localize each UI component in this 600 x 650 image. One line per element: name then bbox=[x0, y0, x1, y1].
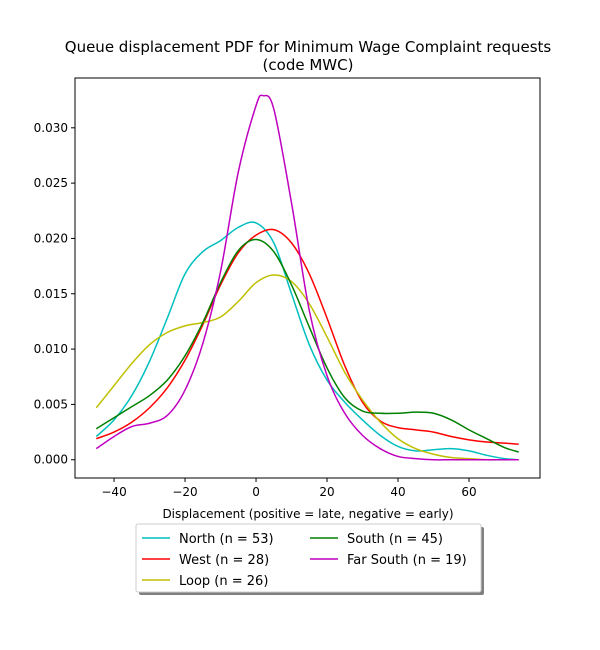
x-tick-label: 60 bbox=[461, 485, 476, 499]
series-line-1 bbox=[95, 221, 519, 461]
y-tick-label: 0.010 bbox=[34, 342, 68, 356]
x-tick-label: 0 bbox=[252, 485, 260, 499]
legend-label: Far South (n = 19) bbox=[347, 553, 467, 568]
legend-label: West (n = 28) bbox=[179, 553, 269, 568]
y-tick-label: 0.020 bbox=[34, 231, 68, 245]
y-tick-label: 0.030 bbox=[34, 121, 68, 135]
x-axis-label: Displacement (positive = late, negative … bbox=[162, 507, 453, 521]
chart-subtitle: (code MWC) bbox=[263, 56, 354, 74]
y-tick-label: 0.005 bbox=[34, 397, 68, 411]
series-line-2 bbox=[96, 228, 519, 445]
plot-frame bbox=[74, 77, 541, 479]
x-tick-label: 20 bbox=[319, 485, 334, 499]
legend-box bbox=[135, 523, 482, 593]
x-tick-label: 40 bbox=[390, 485, 405, 499]
series-line-5 bbox=[95, 94, 519, 461]
series-line-3 bbox=[95, 274, 519, 461]
legend-label: Loop (n = 26) bbox=[179, 574, 268, 589]
y-tick-label: 0.015 bbox=[34, 287, 68, 301]
y-tick-label: 0.000 bbox=[34, 453, 68, 467]
x-axis: −40 −20 0 20 40 60 bbox=[101, 478, 477, 499]
chart-title: Queue displacement PDF for Minimum Wage … bbox=[65, 38, 552, 56]
legend-label: North (n = 53) bbox=[179, 532, 274, 547]
series-line-4 bbox=[95, 238, 519, 453]
plot-area bbox=[95, 94, 519, 461]
x-tick-label: −20 bbox=[172, 485, 197, 499]
legend-label: South (n = 45) bbox=[347, 532, 443, 547]
legend: North (n = 53) West (n = 28) Loop (n = 26)… bbox=[135, 523, 484, 595]
y-axis: 0.000 0.005 0.010 0.015 0.020 0.025 0.030 bbox=[34, 121, 75, 467]
x-tick-label: −40 bbox=[101, 485, 126, 499]
y-tick-label: 0.025 bbox=[34, 176, 68, 190]
